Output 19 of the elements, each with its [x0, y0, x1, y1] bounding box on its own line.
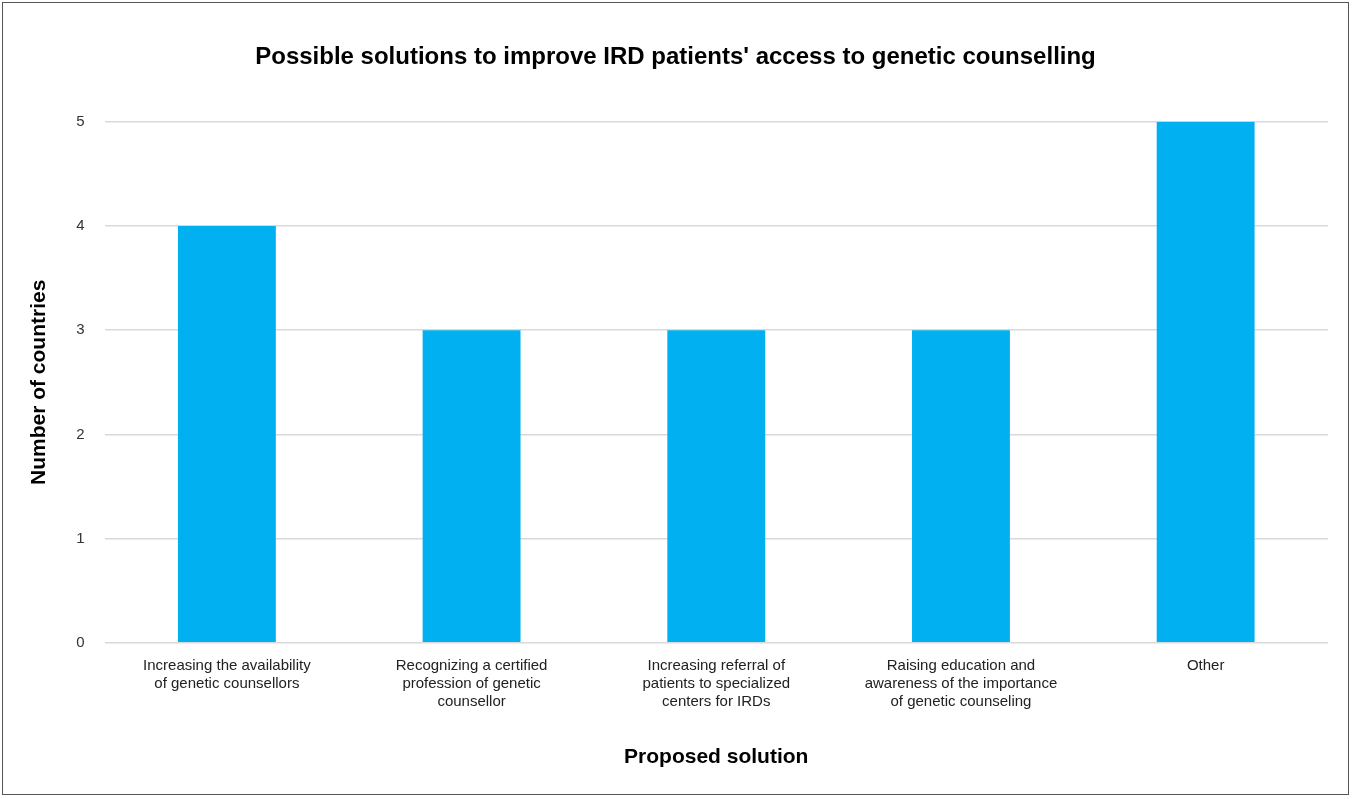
x-tick-label: Recognizing a certified profession of genetic counsellor	[395, 655, 548, 709]
y-tick-label: 1	[76, 528, 85, 546]
bar	[177, 226, 276, 643]
x-tick-label: Raising education and awareness of the importance of genetic counseling	[864, 655, 1058, 709]
x-axis-title: Proposed solution	[624, 744, 809, 768]
bar	[1156, 121, 1255, 643]
y-tick-label: 4	[76, 216, 85, 234]
y-tick-label: 3	[76, 320, 85, 338]
y-tick-label: 0	[76, 632, 85, 650]
x-tick-label: Increasing the availability of genetic counsellors	[143, 655, 312, 691]
x-tick-label: Other	[1186, 655, 1225, 673]
bar	[912, 330, 1010, 643]
x-tick-label: Increasing referral of patients to specialized centers for IRDs	[642, 655, 791, 709]
bar	[667, 330, 766, 643]
y-tick-label: 5	[76, 111, 85, 129]
y-axis-title: Number of countries	[26, 279, 50, 485]
chart-title: Possible solutions to improve IRD patients' access to genetic counselling	[255, 42, 1096, 70]
y-tick-label: 2	[76, 424, 85, 442]
bar	[422, 330, 521, 643]
